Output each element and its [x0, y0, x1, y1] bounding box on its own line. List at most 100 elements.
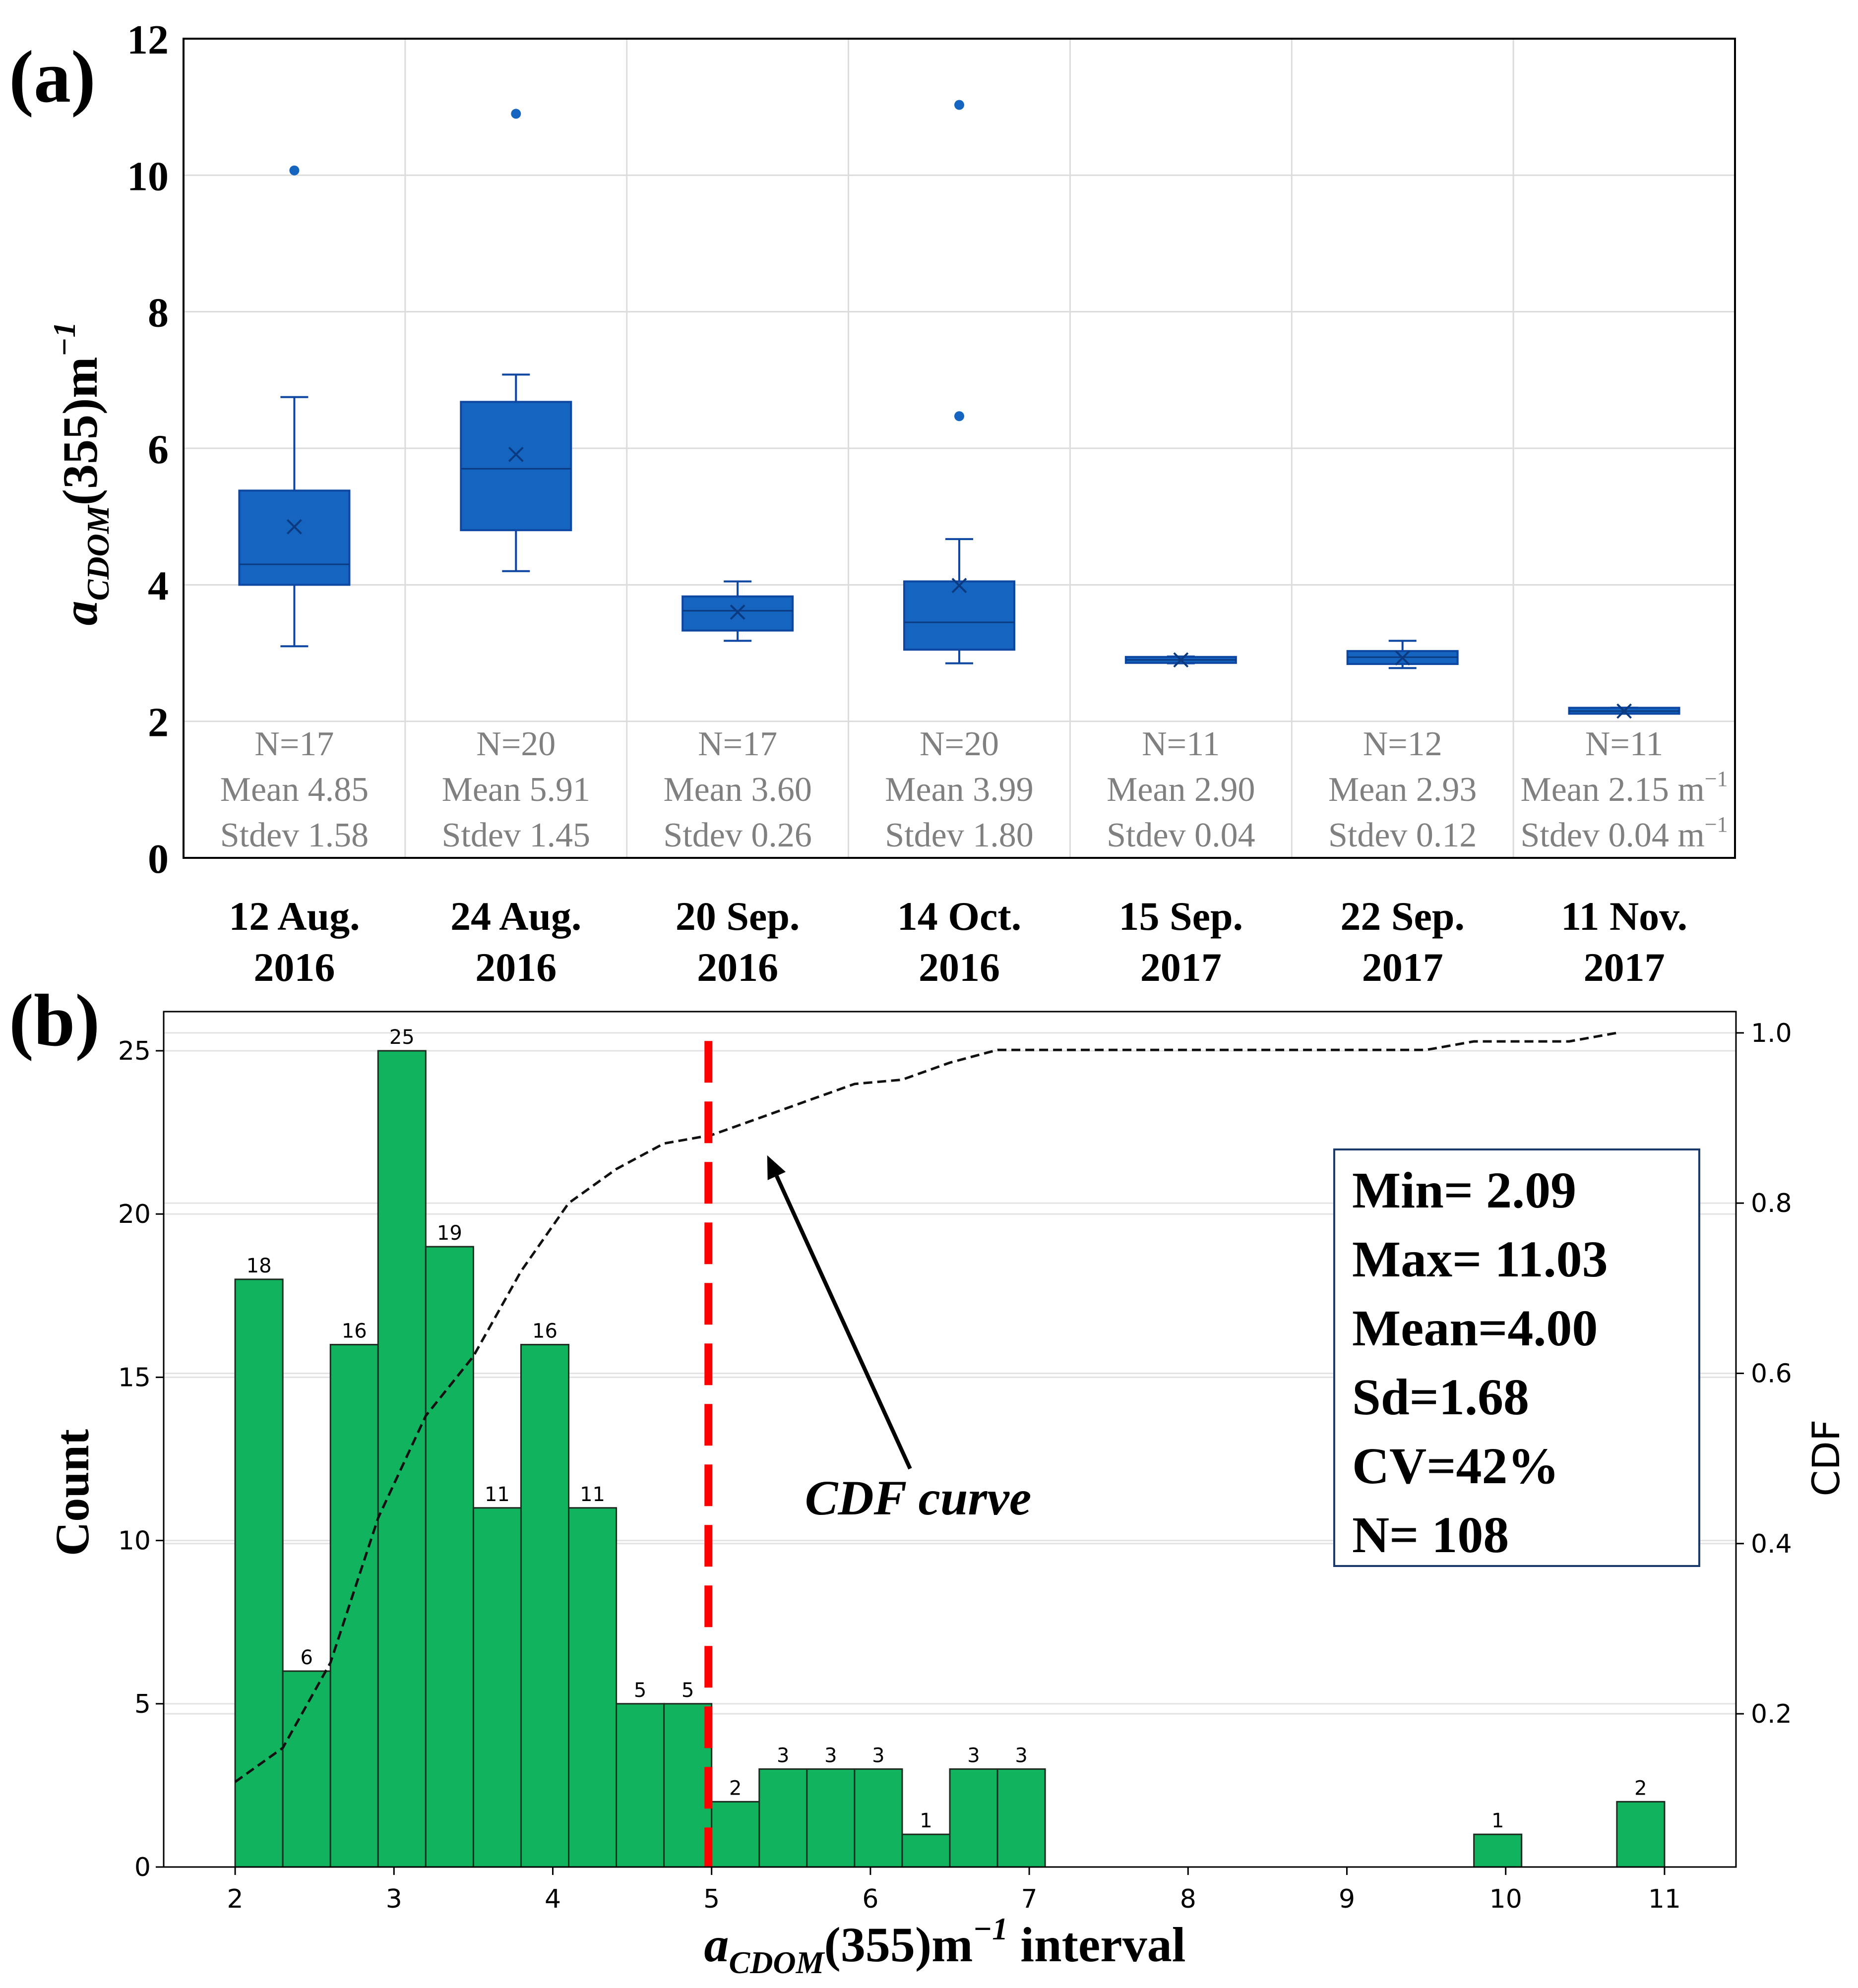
panel-b-y-ticks: 0 5 10 15 20 25 [118, 1036, 164, 1882]
histogram-bar [758, 1768, 808, 1868]
stats-sd: Stdev 0.26 [663, 816, 811, 854]
cdf-arrow [775, 1175, 912, 1470]
panel-a: (a) N=17 Mean 4.85 Stdev 1.58 N=20 Mean 5.91… [9, 17, 1736, 990]
bar-value-label: 18 [247, 1255, 272, 1277]
stats-box-line: CV=42% [1352, 1438, 1559, 1495]
y-tick-label: 15 [118, 1363, 151, 1392]
box-mean-marker [1173, 652, 1189, 668]
xlabel-suffix: interval [1008, 1917, 1185, 1972]
cdf-annotation: CDF curve [767, 1155, 1031, 1525]
stats-box-line: Sd=1.68 [1352, 1369, 1529, 1426]
y-tick-label: 10 [118, 1526, 151, 1556]
stats-box-line: N= 108 [1352, 1506, 1509, 1564]
stats-n: N=12 [1363, 725, 1442, 763]
panel-b-bar-labels: 18 6 16 25 19 11 16 11 5 5 2 3 3 3 1 3 3 1 2 [247, 1026, 1647, 1832]
y-tick-label: 10 [127, 153, 169, 199]
histogram-bar [854, 1768, 903, 1868]
x-tick-label: 2 [227, 1884, 244, 1914]
box-outlier-point [954, 411, 964, 422]
stats-sd: Stdev 0.04 [1107, 816, 1255, 854]
xlabel-a: a [704, 1917, 729, 1972]
box-mean-marker [508, 446, 524, 462]
bar-value-label: 25 [389, 1026, 415, 1049]
x-tick-label: 6 [862, 1884, 878, 1914]
unit-superscript: −1 [1705, 767, 1728, 791]
histogram-bar [568, 1507, 618, 1868]
stats-box-line: Max= 11.03 [1352, 1231, 1608, 1288]
stats-n: N=11 [1142, 725, 1220, 763]
box-outlier-point [954, 100, 964, 110]
y-tick-label: 6 [148, 426, 169, 473]
x-tick-label: 2016 [475, 945, 557, 990]
x-tick-label: 24 Aug. [450, 894, 581, 939]
histogram-bar [996, 1768, 1046, 1868]
panel-b-x-ticks: 2 3 4 5 6 7 8 9 10 11 [227, 1867, 1681, 1914]
bar-value-label: 3 [777, 1744, 789, 1767]
box-5 [1346, 640, 1459, 669]
box-6 [1568, 703, 1680, 719]
cdf-curve-label: CDF curve [805, 1470, 1032, 1525]
box-mean-marker [1616, 703, 1632, 719]
x-tick-label: 2017 [1140, 945, 1222, 990]
box-mean-marker [730, 604, 745, 620]
stats-mean: Mean 2.90 [1107, 771, 1255, 809]
box-iqr [460, 401, 572, 532]
box-mean-marker [287, 519, 302, 535]
bar-value-label: 11 [485, 1483, 510, 1506]
x-tick-label: 11 Nov. [1561, 894, 1687, 939]
stats-mean: Mean 4.85 [220, 771, 369, 809]
x-tick-label: 9 [1339, 1884, 1355, 1914]
x-tick-label: 2016 [919, 945, 1000, 990]
histogram-bar [377, 1050, 427, 1868]
bar-value-label: 3 [967, 1744, 980, 1767]
box-outlier-point [511, 109, 521, 119]
y2-tick-label: 0.6 [1751, 1359, 1792, 1388]
panel-a-y-ticks: 0 2 4 6 8 10 12 [127, 17, 169, 882]
bar-value-label: 16 [532, 1320, 557, 1343]
histogram-bar [949, 1768, 998, 1868]
box-iqr [238, 489, 351, 586]
stats-sd: Stdev 1.45 [442, 816, 590, 854]
ylabel-tail: (355)m [53, 357, 108, 505]
box-mean-marker [951, 578, 967, 594]
bar-value-label: 5 [681, 1679, 694, 1702]
panel-b-y2-axis-label: CDF [1804, 1419, 1848, 1496]
y-tick-label: 5 [134, 1689, 151, 1719]
x-tick-label: 3 [386, 1884, 402, 1914]
x-tick-label: 2017 [1584, 945, 1665, 990]
y-tick-label: 4 [148, 563, 169, 609]
histogram-bar [282, 1670, 331, 1868]
x-tick-label: 7 [1021, 1884, 1038, 1914]
stats-n: N=20 [476, 725, 556, 763]
y-tick-label: 0 [148, 836, 169, 882]
panel-b-y-axis-label: Count [46, 1429, 99, 1556]
y-tick-label: 8 [148, 290, 169, 336]
y-tick-label: 0 [134, 1853, 151, 1882]
bar-value-label: 1 [1491, 1809, 1504, 1832]
xlabel-tail: (355)m [824, 1917, 973, 1972]
stats-mean: Mean 3.60 [663, 771, 811, 809]
bar-value-label: 16 [342, 1320, 367, 1343]
bar-value-label: 3 [1015, 1744, 1027, 1767]
x-tick-label: 14 Oct. [897, 894, 1021, 939]
box-iqr [903, 580, 1015, 651]
bar-value-label: 5 [634, 1679, 646, 1702]
bar-value-label: 3 [824, 1744, 837, 1767]
bar-value-label: 2 [729, 1777, 742, 1800]
panel-a-label: (a) [9, 36, 96, 118]
y-tick-label: 2 [148, 700, 169, 746]
stats-mean: Mean 3.99 [885, 771, 1033, 809]
ylabel-sub: CDOM [80, 504, 116, 601]
histogram-bar [663, 1703, 713, 1868]
x-tick-label: 2017 [1362, 945, 1443, 990]
stats-n: N=20 [920, 725, 999, 763]
box-outlier-point [289, 165, 300, 176]
y2-tick-label: 0.4 [1751, 1529, 1792, 1559]
bar-value-label: 11 [580, 1483, 605, 1506]
histogram-bar [901, 1833, 951, 1868]
bar-value-label: 6 [300, 1646, 312, 1669]
panel-a-boxes [238, 100, 1680, 719]
stats-n: N=17 [254, 725, 334, 763]
